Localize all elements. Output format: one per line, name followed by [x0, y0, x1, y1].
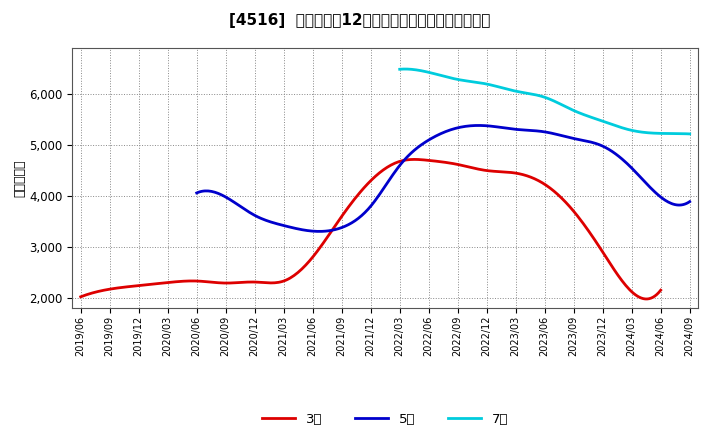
Legend: 3年, 5年, 7年: 3年, 5年, 7年	[262, 413, 508, 426]
3年	[423, 158, 432, 163]
Line: 3年: 3年	[81, 159, 661, 299]
3年	[78, 293, 87, 299]
7年	[685, 131, 694, 136]
3年	[76, 294, 85, 300]
5年	[474, 123, 483, 128]
3年	[567, 206, 576, 211]
5年	[194, 190, 202, 195]
7年	[395, 66, 404, 72]
5年	[315, 229, 323, 234]
3年	[422, 158, 431, 163]
5年	[611, 151, 620, 157]
5年	[642, 181, 651, 187]
7年	[569, 108, 577, 113]
7年	[568, 107, 577, 113]
Line: 5年: 5年	[197, 125, 690, 231]
5年	[489, 124, 498, 129]
Line: 7年: 7年	[400, 69, 690, 134]
3年	[657, 288, 665, 293]
5年	[498, 125, 506, 130]
3年	[604, 258, 613, 264]
3年	[433, 159, 442, 164]
7年	[574, 110, 582, 115]
7年	[396, 66, 405, 72]
3年	[410, 157, 418, 162]
5年	[487, 124, 496, 129]
7年	[660, 131, 668, 136]
Y-axis label: （百万円）: （百万円）	[13, 159, 26, 197]
5年	[685, 199, 694, 204]
7年	[641, 130, 649, 135]
Text: [4516]  当期純利益12か月移動合計の標準偏差の推移: [4516] 当期純利益12か月移動合計の標準偏差の推移	[229, 13, 491, 28]
7年	[401, 66, 410, 72]
3年	[643, 296, 652, 301]
5年	[192, 191, 201, 196]
